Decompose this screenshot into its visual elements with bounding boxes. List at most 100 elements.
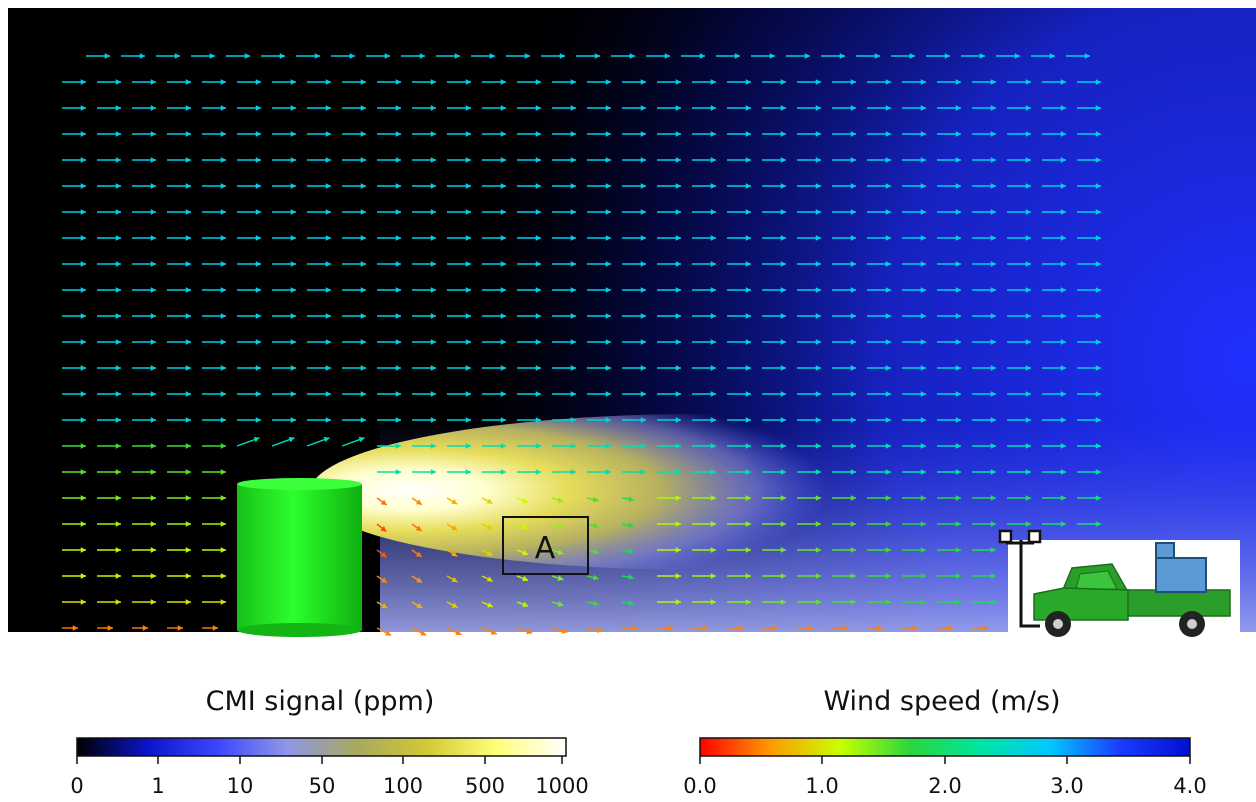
wind-vector-head bbox=[1025, 79, 1031, 85]
wind-vector-head bbox=[115, 183, 121, 189]
wind-vector-head bbox=[675, 339, 681, 345]
wind-vector-head bbox=[104, 53, 110, 59]
wind-vector-head bbox=[80, 261, 86, 267]
wind-vector-head bbox=[850, 105, 856, 111]
wind-vector-head bbox=[920, 443, 926, 449]
wind-vector-head bbox=[150, 443, 156, 449]
wind-vector-head bbox=[990, 443, 996, 449]
sensor-box-icon bbox=[1155, 557, 1207, 593]
wind-vector-head bbox=[522, 575, 529, 582]
wind-vector-head bbox=[185, 547, 191, 553]
wind-vector-head bbox=[325, 365, 331, 371]
wind-vector-head bbox=[710, 417, 716, 423]
wind-vector-head bbox=[150, 235, 156, 241]
wind-vector-head bbox=[885, 573, 891, 579]
wind-vector-head bbox=[1060, 79, 1066, 85]
wind-vector-head bbox=[465, 105, 471, 111]
wind-vector-head bbox=[465, 157, 471, 163]
wind-vector-head bbox=[1095, 495, 1101, 501]
wind-vector-head bbox=[220, 495, 226, 501]
wind-vector-head bbox=[605, 183, 611, 189]
wind-vector-head bbox=[850, 573, 856, 579]
wind-vector-head bbox=[557, 497, 564, 503]
wind-vector-head bbox=[1095, 469, 1101, 475]
wind-vector-head bbox=[381, 603, 388, 609]
wind-vector-head bbox=[628, 522, 634, 528]
wind-vector-head bbox=[185, 339, 191, 345]
wind-vector-head bbox=[745, 365, 751, 371]
wind-vector-head bbox=[990, 469, 996, 475]
wind-vector-head bbox=[675, 131, 681, 137]
wind-vector-head bbox=[360, 209, 366, 215]
wind-vector-head bbox=[535, 391, 541, 397]
wind-vector-head bbox=[150, 469, 156, 475]
wind-vector-head bbox=[675, 469, 681, 475]
wind-vector-head bbox=[815, 547, 821, 553]
wind-vector-head bbox=[920, 313, 926, 319]
wind-vector-head bbox=[451, 551, 458, 557]
wind-vector-head bbox=[885, 235, 891, 241]
wind-vector-head bbox=[885, 287, 891, 293]
wind-vector-head bbox=[605, 339, 611, 345]
wind-vector-head bbox=[185, 209, 191, 215]
wind-vector-head bbox=[522, 523, 529, 530]
wind-vector-head bbox=[990, 521, 996, 527]
wind-vector-head bbox=[360, 183, 366, 189]
wind-vector-head bbox=[955, 339, 961, 345]
wind-vector-head bbox=[1095, 105, 1101, 111]
concentration-tick-label: 100 bbox=[383, 774, 423, 798]
wind-vector-head bbox=[745, 521, 751, 527]
wind-vector-head bbox=[909, 53, 915, 59]
wind-vector-head bbox=[640, 105, 646, 111]
wind-vector-head bbox=[675, 209, 681, 215]
wind-vector-head bbox=[360, 261, 366, 267]
wind-vector-head bbox=[570, 261, 576, 267]
wind-vector-head bbox=[80, 183, 86, 189]
wind-vector-head bbox=[420, 630, 427, 636]
wind-vector-head bbox=[605, 287, 611, 293]
wind-vector-head bbox=[395, 365, 401, 371]
wind-vector-head bbox=[990, 573, 996, 579]
wind-vector-head bbox=[325, 287, 331, 293]
wind-vector-head bbox=[535, 339, 541, 345]
inlet-left-icon bbox=[998, 529, 1013, 544]
wind-vector-head bbox=[360, 157, 366, 163]
wind-vector-head bbox=[1060, 365, 1066, 371]
wind-vector-head bbox=[640, 79, 646, 85]
cylinder-bottom bbox=[237, 623, 362, 637]
wind-vector-head bbox=[675, 443, 681, 449]
wind-vector-head bbox=[710, 521, 716, 527]
wind-vector-head bbox=[150, 547, 156, 553]
wind-vector-head bbox=[955, 261, 961, 267]
wind-vector-head bbox=[710, 313, 716, 319]
wind-vector-head bbox=[1095, 339, 1101, 345]
wind-vector-head bbox=[815, 365, 821, 371]
wind-vector-head bbox=[815, 573, 821, 579]
wind-vector-head bbox=[710, 469, 716, 475]
wind-vector-head bbox=[220, 547, 226, 553]
wind-vector-head bbox=[185, 599, 191, 605]
wind-vector-head bbox=[115, 365, 121, 371]
wind-vector-head bbox=[675, 573, 681, 579]
wind-vector-head bbox=[1025, 469, 1031, 475]
wind-vector-head bbox=[185, 313, 191, 319]
wind-vector-head bbox=[605, 131, 611, 137]
wind-vector-head bbox=[780, 209, 786, 215]
wind-vector-head bbox=[1095, 521, 1101, 527]
wind-vector-head bbox=[885, 209, 891, 215]
wind-vector-head bbox=[1095, 235, 1101, 241]
wind-vector-head bbox=[255, 287, 261, 293]
wind-vector-head bbox=[815, 443, 821, 449]
wind-vector-head bbox=[430, 105, 436, 111]
wind-vector-head bbox=[255, 365, 261, 371]
wind-vector-head bbox=[500, 469, 506, 475]
wind-vector-head bbox=[325, 339, 331, 345]
wind-vector-head bbox=[780, 443, 786, 449]
wind-vector-head bbox=[1060, 131, 1066, 137]
wind-vector-head bbox=[500, 365, 506, 371]
wind-vector-head bbox=[605, 391, 611, 397]
wind-vector-head bbox=[142, 625, 148, 631]
wind-vector-head bbox=[150, 131, 156, 137]
wind-vector-head bbox=[430, 365, 436, 371]
wind-vector-head bbox=[675, 313, 681, 319]
